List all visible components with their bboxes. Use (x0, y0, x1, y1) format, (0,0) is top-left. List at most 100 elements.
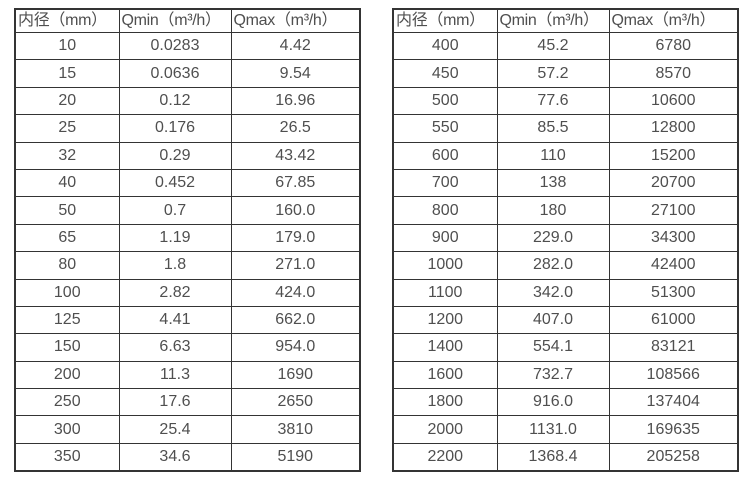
data-cell: 17.6 (118, 388, 232, 417)
table-row: 800 180 27100 (392, 196, 739, 225)
header-row: 内径（mm） Qmin（m³/h） Qmax（m³/h） (14, 8, 361, 33)
data-cell: 2650 (230, 388, 361, 417)
table-row: 450 57.2 8570 (392, 59, 739, 88)
data-cell: 2.82 (118, 278, 232, 307)
data-cell: 40 (14, 168, 120, 198)
data-cell: 10600 (608, 86, 739, 116)
data-cell: 2000 (392, 415, 498, 444)
data-cell: 500 (392, 86, 498, 116)
data-cell: 57.2 (496, 59, 610, 88)
data-cell: 125 (14, 305, 120, 335)
table-row: 1000 282.0 42400 (392, 251, 739, 280)
data-cell: 350 (14, 442, 120, 472)
table-row: 40 0.452 67.85 (14, 168, 361, 198)
table-row: 32 0.29 43.42 (14, 141, 361, 170)
table-row: 300 25.4 3810 (14, 415, 361, 444)
data-cell: 150 (14, 333, 120, 362)
data-cell: 20 (14, 86, 120, 116)
data-cell: 300 (14, 415, 120, 444)
table-row: 2000 1131.0 169635 (392, 415, 739, 444)
data-cell: 65 (14, 223, 120, 253)
data-cell: 271.0 (230, 251, 361, 280)
data-cell: 4.42 (230, 31, 361, 61)
data-cell: 407.0 (496, 305, 610, 335)
data-cell: 450 (392, 59, 498, 88)
data-cell: 8570 (608, 59, 739, 88)
data-cell: 179.0 (230, 223, 361, 253)
data-cell: 9.54 (230, 59, 361, 88)
data-cell: 732.7 (496, 360, 610, 390)
data-cell: 180 (496, 196, 610, 225)
data-cell: 1.8 (118, 251, 232, 280)
data-cell: 110 (496, 141, 610, 170)
data-cell: 42400 (608, 251, 739, 280)
data-cell: 200 (14, 360, 120, 390)
data-cell: 400 (392, 31, 498, 61)
data-cell: 1600 (392, 360, 498, 390)
data-cell: 1400 (392, 333, 498, 362)
data-cell: 83121 (608, 333, 739, 362)
table-row: 550 85.5 12800 (392, 114, 739, 143)
data-cell: 4.41 (118, 305, 232, 335)
data-cell: 0.0636 (118, 59, 232, 88)
table-row: 15 0.0636 9.54 (14, 59, 361, 88)
data-cell: 34.6 (118, 442, 232, 472)
spec-table-left: 内径（mm） Qmin（m³/h） Qmax（m³/h） 10 0.0283 4.42 1… (14, 8, 361, 473)
column-header: Qmax（m³/h） (608, 8, 739, 33)
data-cell: 1368.4 (496, 442, 610, 472)
data-cell: 25 (14, 114, 120, 143)
data-cell: 916.0 (496, 388, 610, 417)
data-cell: 662.0 (230, 305, 361, 335)
table-row: 20 0.12 16.96 (14, 86, 361, 116)
data-cell: 5190 (230, 442, 361, 472)
table-row: 200 11.3 1690 (14, 360, 361, 390)
table-row: 2200 1368.4 205258 (392, 442, 739, 472)
data-cell: 169635 (608, 415, 739, 444)
data-cell: 108566 (608, 360, 739, 390)
data-cell: 51300 (608, 278, 739, 307)
data-cell: 20700 (608, 168, 739, 198)
table-row: 700 138 20700 (392, 168, 739, 198)
data-cell: 67.85 (230, 168, 361, 198)
data-cell: 61000 (608, 305, 739, 335)
table-row: 125 4.41 662.0 (14, 305, 361, 335)
table-row: 100 2.82 424.0 (14, 278, 361, 307)
data-cell: 0.7 (118, 196, 232, 225)
data-cell: 600 (392, 141, 498, 170)
data-cell: 3810 (230, 415, 361, 444)
data-cell: 80 (14, 251, 120, 280)
data-cell: 282.0 (496, 251, 610, 280)
data-cell: 1000 (392, 251, 498, 280)
data-cell: 205258 (608, 442, 739, 472)
data-cell: 100 (14, 278, 120, 307)
table-row: 65 1.19 179.0 (14, 223, 361, 253)
data-cell: 0.29 (118, 141, 232, 170)
data-cell: 954.0 (230, 333, 361, 362)
column-header: Qmin（m³/h） (496, 8, 610, 33)
column-header: Qmax（m³/h） (230, 8, 361, 33)
data-cell: 43.42 (230, 141, 361, 170)
data-cell: 137404 (608, 388, 739, 417)
table-row: 1600 732.7 108566 (392, 360, 739, 390)
data-cell: 229.0 (496, 223, 610, 253)
table-row: 1200 407.0 61000 (392, 305, 739, 335)
column-header: 内径（mm） (14, 8, 120, 33)
data-cell: 1200 (392, 305, 498, 335)
data-cell: 16.96 (230, 86, 361, 116)
table-row: 80 1.8 271.0 (14, 251, 361, 280)
data-cell: 800 (392, 196, 498, 225)
data-cell: 424.0 (230, 278, 361, 307)
table-row: 250 17.6 2650 (14, 388, 361, 417)
table-row: 1100 342.0 51300 (392, 278, 739, 307)
data-cell: 2200 (392, 442, 498, 472)
data-cell: 250 (14, 388, 120, 417)
data-cell: 26.5 (230, 114, 361, 143)
data-cell: 550 (392, 114, 498, 143)
data-cell: 1131.0 (496, 415, 610, 444)
data-cell: 0.452 (118, 168, 232, 198)
data-cell: 554.1 (496, 333, 610, 362)
table-row: 1800 916.0 137404 (392, 388, 739, 417)
data-cell: 0.12 (118, 86, 232, 116)
table-row: 600 110 15200 (392, 141, 739, 170)
data-cell: 160.0 (230, 196, 361, 225)
